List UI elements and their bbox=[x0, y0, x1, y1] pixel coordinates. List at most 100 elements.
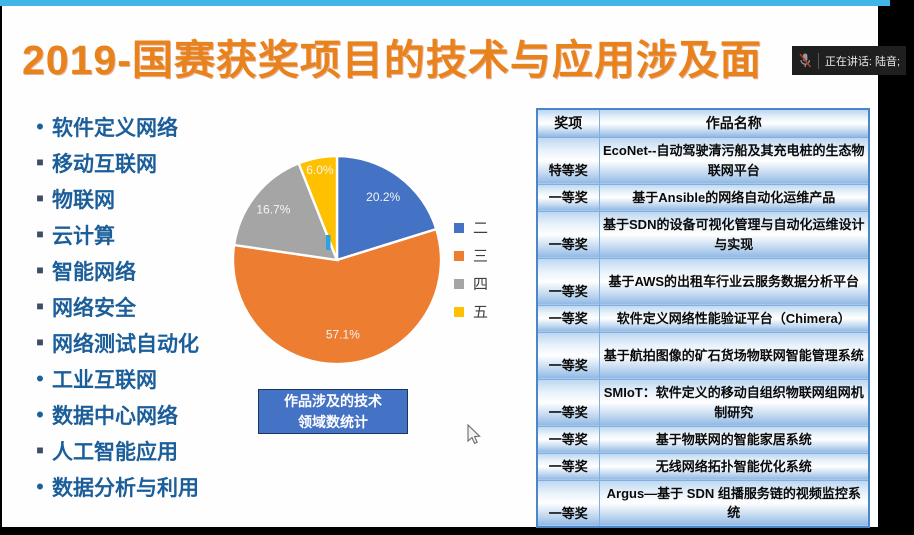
list-item-label: 移动互联网 bbox=[52, 152, 157, 176]
list-item-label: 网络测试自动化 bbox=[52, 332, 199, 356]
list-item-label: 数据分析与利用 bbox=[52, 476, 199, 500]
square-bullet-icon: ■ bbox=[36, 263, 44, 277]
legend-swatch-orange-icon bbox=[454, 250, 464, 261]
work-cell: 基于物联网的智能家居系统 bbox=[598, 425, 870, 454]
square-bullet-icon: ■ bbox=[36, 443, 44, 457]
table-header-row: 奖项 作品名称 bbox=[536, 108, 870, 138]
legend-label: 二 bbox=[473, 220, 489, 237]
work-cell: 基于Ansible的网络自动化运维产品 bbox=[598, 183, 870, 212]
presentation-slide: 2019-国赛获奖项目的技术与应用涉及面 • 软件定义网络 ■ 移动互联网 ■ 物联网… bbox=[2, 6, 878, 528]
round-bullet-icon: • bbox=[36, 366, 44, 391]
table-row: 一等奖 基于AWS的出租车行业云服务数据分析平台 bbox=[536, 257, 870, 306]
award-cell: 一等奖 bbox=[536, 378, 600, 427]
work-cell: 软件定义网络性能验证平台（Chimera） bbox=[598, 304, 870, 333]
work-cell: 基于SDN的设备可视化管理与自动化运维设计与实现 bbox=[598, 210, 870, 259]
legend-entry: 五 bbox=[454, 302, 488, 321]
list-item-label: 云计算 bbox=[52, 224, 115, 248]
list-item: ■ 物联网 bbox=[28, 186, 199, 212]
list-item: ■ 移动互联网 bbox=[28, 150, 199, 176]
meeting-speaking-bar: 正在讲话: 陆音; bbox=[792, 46, 906, 75]
awards-table: 奖项 作品名称 特等奖 EcoNet--自动驾驶清污船及其充电桩的生态物联网平台 … bbox=[536, 108, 870, 528]
work-cell: 无线网络拓扑智能优化系统 bbox=[598, 452, 870, 481]
table-row: 一等奖 软件定义网络性能验证平台（Chimera） bbox=[536, 304, 870, 333]
pie-data-label: 16.7% bbox=[256, 203, 290, 217]
award-cell: 一等奖 bbox=[536, 425, 600, 454]
legend-label: 五 bbox=[473, 304, 489, 321]
square-bullet-icon: ■ bbox=[36, 299, 44, 313]
work-cell: EcoNet--自动驾驶清污船及其充电桩的生态物联网平台 bbox=[598, 136, 870, 185]
column-header-award: 奖项 bbox=[536, 108, 600, 138]
square-bullet-icon: ■ bbox=[36, 335, 44, 349]
round-bullet-icon: • bbox=[36, 474, 44, 499]
list-item: ■ 云计算 bbox=[28, 222, 199, 248]
award-cell: 一等奖 bbox=[536, 452, 600, 481]
list-item-label: 数据中心网络 bbox=[52, 404, 178, 428]
table-row: 特等奖 EcoNet--自动驾驶清污船及其充电桩的生态物联网平台 bbox=[536, 136, 870, 185]
table-row: 一等奖 无线网络拓扑智能优化系统 bbox=[536, 452, 870, 481]
technology-bullet-list: • 软件定义网络 ■ 移动互联网 ■ 物联网 ■ 云计算 ■ 智能网络 ■ 网络安全 ■ 网络… bbox=[28, 114, 199, 500]
award-cell: 一等奖 bbox=[536, 331, 600, 380]
award-cell: 一等奖 bbox=[536, 304, 600, 333]
list-item: ■ 网络测试自动化 bbox=[28, 330, 199, 356]
round-bullet-icon: • bbox=[36, 114, 44, 139]
legend-swatch-gray-icon bbox=[454, 278, 464, 289]
caption-line: 作品涉及的技术 bbox=[284, 393, 382, 410]
work-cell: 基于航拍图像的矿石货场物联网智能管理系统 bbox=[598, 331, 870, 380]
legend-entry: 四 bbox=[454, 274, 488, 293]
list-item: • 数据中心网络 bbox=[28, 402, 199, 428]
muted-mic-icon[interactable] bbox=[798, 52, 812, 69]
window-top-accent-strip bbox=[0, 0, 890, 6]
list-item-label: 智能网络 bbox=[52, 260, 136, 284]
square-bullet-icon: ■ bbox=[36, 227, 44, 241]
list-item: • 软件定义网络 bbox=[28, 114, 199, 140]
slide-title: 2019-国赛获奖项目的技术与应用涉及面 bbox=[22, 37, 762, 83]
work-cell: SMIoT：软件定义的移动自组织物联网组网机制研究 bbox=[598, 378, 870, 427]
list-item-label: 网络安全 bbox=[52, 296, 136, 320]
pie-data-label: 6.0% bbox=[306, 163, 334, 177]
list-item: • 数据分析与利用 bbox=[28, 474, 199, 500]
pie-data-label: 20.2% bbox=[366, 190, 400, 204]
legend-entry: 三 bbox=[454, 246, 488, 265]
list-item: • 工业互联网 bbox=[28, 366, 199, 392]
list-item: ■ 网络安全 bbox=[28, 294, 199, 320]
list-item-label: 工业互联网 bbox=[52, 368, 157, 392]
table-row: 一等奖 基于航拍图像的矿石货场物联网智能管理系统 bbox=[536, 331, 870, 380]
legend-label: 四 bbox=[473, 276, 489, 293]
list-item-label: 人工智能应用 bbox=[52, 440, 178, 464]
award-cell: 一等奖 bbox=[536, 210, 600, 259]
list-item: ■ 智能网络 bbox=[28, 258, 199, 284]
square-bullet-icon: ■ bbox=[36, 155, 44, 169]
award-cell: 一等奖 bbox=[536, 479, 600, 528]
divider bbox=[817, 52, 819, 69]
caption-line: 领域数统计 bbox=[298, 413, 368, 430]
list-item-label: 软件定义网络 bbox=[52, 116, 178, 140]
table-row: 一等奖 基于SDN的设备可视化管理与自动化运维设计与实现 bbox=[536, 210, 870, 259]
pie-chart: 20.2% 57.1% 16.7% 6.0% bbox=[231, 154, 442, 366]
work-cell: Argus—基于 SDN 组播服务链的视频监控系统 bbox=[598, 479, 870, 528]
pie-data-label: 57.1% bbox=[326, 328, 360, 342]
award-cell: 一等奖 bbox=[536, 257, 600, 306]
list-item-label: 物联网 bbox=[52, 188, 115, 212]
table-row: 一等奖 SMIoT：软件定义的移动自组织物联网组网机制研究 bbox=[536, 378, 870, 427]
square-bullet-icon: ■ bbox=[36, 191, 44, 205]
table-row: 一等奖 基于Ansible的网络自动化运维产品 bbox=[536, 183, 870, 212]
chart-legend: 二 三 四 五 bbox=[454, 218, 488, 321]
award-cell: 一等奖 bbox=[536, 183, 600, 212]
table-row: 一等奖 基于物联网的智能家居系统 bbox=[536, 425, 870, 454]
column-header-work: 作品名称 bbox=[598, 108, 870, 138]
speaking-status-text: 正在讲话: 陆音; bbox=[824, 55, 900, 68]
pie-highlight-sliver bbox=[326, 235, 331, 250]
round-bullet-icon: • bbox=[36, 402, 44, 427]
list-item: ■ 人工智能应用 bbox=[28, 438, 199, 464]
legend-label: 三 bbox=[473, 248, 489, 265]
legend-swatch-yellow-icon bbox=[454, 306, 464, 317]
table-row: 一等奖 Argus—基于 SDN 组播服务链的视频监控系统 bbox=[536, 479, 870, 528]
award-cell: 特等奖 bbox=[536, 136, 600, 185]
pie-slice-三 bbox=[231, 227, 442, 366]
pie-slice-四 bbox=[232, 161, 339, 262]
pie-slice-二 bbox=[335, 154, 438, 262]
legend-swatch-blue-icon bbox=[454, 222, 464, 233]
legend-entry: 二 bbox=[454, 218, 488, 237]
pie-slice-五 bbox=[297, 154, 339, 261]
